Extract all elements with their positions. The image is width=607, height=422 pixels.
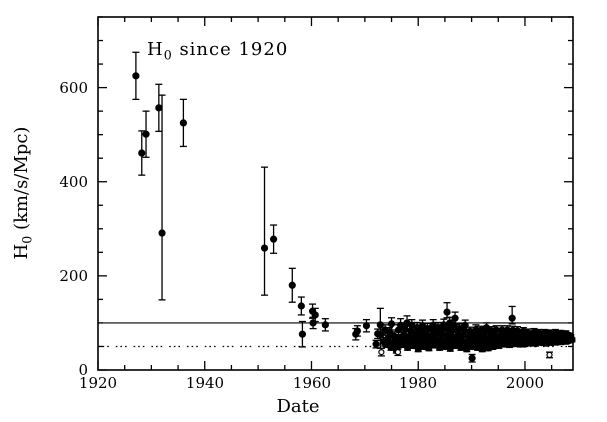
data-point [269,235,278,243]
data-point [372,340,380,348]
data-point [385,328,394,336]
data-point [438,331,446,339]
y-tick-label-600: 600 [59,79,88,97]
data-point [297,302,305,310]
plot-title-suffix: since 1920 [172,39,289,60]
data-point [362,322,371,330]
data-point [482,324,491,332]
data-point [480,333,489,341]
data-point [451,314,459,322]
data-point [132,72,140,80]
data-point [468,354,476,362]
data-point [138,149,146,157]
data-point [142,130,150,138]
data-point [353,327,361,335]
plot-title-prefix: H [147,39,164,60]
data-point [260,244,269,252]
x-tick-label-1920: 1920 [78,374,118,392]
data-point [508,314,516,322]
data-point [311,311,319,319]
data-point [492,326,500,334]
data-point [376,321,384,329]
y-tick-label-0: 0 [78,361,88,379]
data-point [155,104,163,112]
y-tick-label-200: 200 [59,267,88,285]
x-tick-label-2000: 2000 [505,374,545,392]
data-point [298,330,307,338]
plot-title-subscript: 0 [163,47,173,63]
data-point [321,321,329,329]
plot-frame [97,16,574,371]
data-point [384,333,392,342]
data-point [414,345,422,353]
plot-title: H0 since 1920 [147,39,289,63]
data-point-open [378,349,385,356]
data-point-open [394,349,402,356]
y-axis-title: H0 (km/s/Mpc) [11,83,35,303]
y-axis-title-subscript: 0 [19,235,35,244]
data-point [450,321,458,329]
data-point [288,281,296,289]
data-point [309,319,317,327]
data-point [461,321,469,329]
data-point [158,229,166,237]
data-point [459,332,467,340]
data-point [513,327,522,335]
data-point-open [546,351,553,359]
data-point [179,119,187,127]
y-axis-title-suffix: (km/s/Mpc) [11,126,32,236]
data-point [377,331,385,339]
data-point [387,320,396,328]
x-tick-label-1940: 1940 [185,374,225,392]
data-point [425,344,433,352]
x-tick-label-1960: 1960 [292,374,332,392]
data-point [409,341,418,350]
y-axis-title-prefix: H [11,243,32,260]
data-point [568,336,576,344]
data-point [443,308,451,316]
x-axis-title: Date [276,396,320,417]
y-tick-label-400: 400 [59,173,88,191]
x-tick-label-1980: 1980 [398,374,438,392]
